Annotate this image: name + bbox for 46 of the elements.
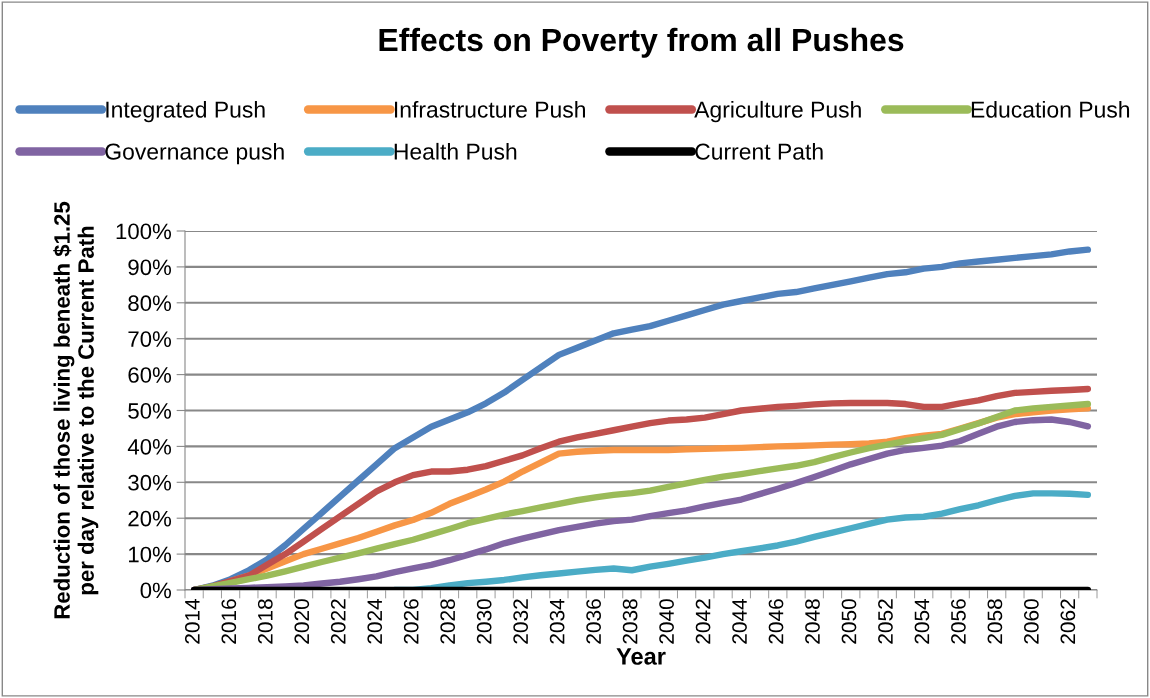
- y-tick-label: 80%: [128, 295, 172, 312]
- y-tick-label: 0%: [140, 582, 172, 599]
- legend-label: Infrastructure Push: [394, 100, 585, 118]
- y-tick-label: 30%: [128, 474, 172, 491]
- legend-label: Governance push: [105, 142, 284, 165]
- x-tick-label: 2046: [768, 599, 784, 644]
- x-tick-label: 2038: [622, 599, 638, 644]
- x-tick-label: 2056: [951, 599, 966, 644]
- x-tick-label: 2050: [841, 599, 857, 644]
- y-tick-label: 60%: [128, 367, 172, 383]
- x-tick-label: 2062: [1060, 599, 1076, 644]
- x-tick-label: 2036: [586, 599, 601, 644]
- x-tick-label: 2016: [221, 599, 237, 644]
- y-tick-label: 90%: [128, 259, 172, 276]
- legend-label: Integrated Push: [106, 100, 265, 123]
- x-tick-label: 2060: [1024, 599, 1039, 644]
- x-tick-label: 2014: [184, 598, 200, 644]
- y-tick-label: 20%: [128, 510, 172, 527]
- x-tick-label: 2058: [987, 599, 1003, 644]
- x-axis-title: Year: [616, 648, 666, 665]
- y-tick-label: 50%: [128, 403, 172, 419]
- y-axis-title: Reduction of those living beneath $1.25 per day relative to the Current Path: [53, 201, 99, 619]
- legend-label: Current Path: [695, 142, 823, 160]
- x-tick-label: 2030: [476, 599, 492, 644]
- x-tick-label: 2018: [257, 599, 273, 644]
- chart-title: Effects on Poverty from all Pushes: [379, 27, 904, 58]
- y-tick-label: 40%: [127, 438, 172, 455]
- x-tick-label: 2040: [659, 599, 674, 644]
- legend-label: Health Push: [394, 142, 517, 160]
- x-tick-label: 2034: [549, 598, 565, 644]
- legend-label: Agriculture Push: [694, 100, 861, 123]
- x-tick-label: 2042: [695, 599, 711, 644]
- x-tick-label: 2024: [367, 598, 383, 644]
- x-tick-label: 2026: [403, 599, 419, 644]
- x-tick-label: 2028: [440, 599, 456, 644]
- x-tick-label: 2052: [878, 599, 893, 644]
- legend-label: Education Push: [971, 100, 1130, 118]
- y-tick-label: 100%: [116, 223, 172, 240]
- x-tick-label: 2022: [330, 599, 346, 644]
- x-tick-label: 2048: [805, 599, 820, 644]
- x-tick-label: 2032: [513, 599, 529, 644]
- y-tick-label: 10%: [129, 546, 172, 563]
- x-tick-label: 2044: [732, 598, 747, 644]
- x-tick-label: 2020: [294, 599, 310, 644]
- x-tick-label: 2054: [914, 598, 930, 644]
- y-tick-label: 70%: [128, 331, 172, 347]
